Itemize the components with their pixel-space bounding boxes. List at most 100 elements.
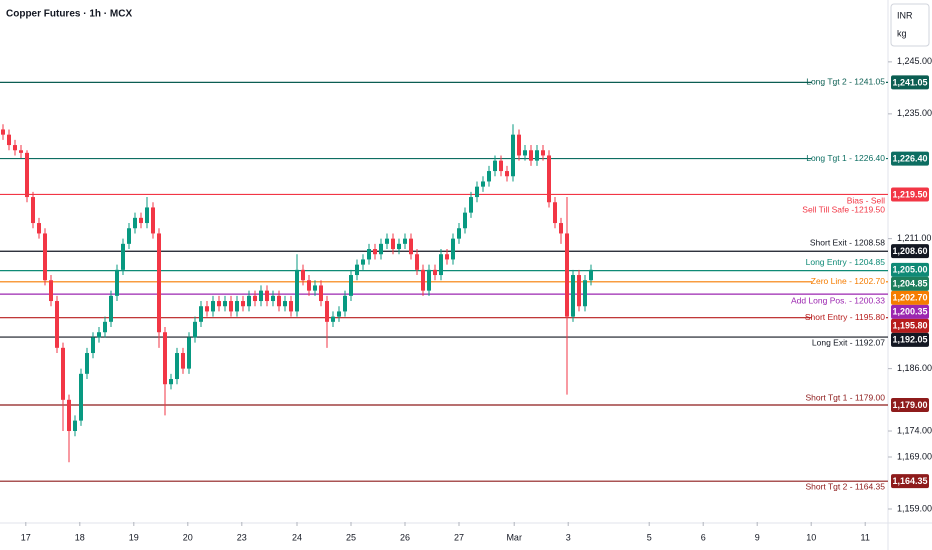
candle-body <box>181 353 185 369</box>
candle-body <box>187 337 191 369</box>
candle-body <box>553 202 557 224</box>
candle-body <box>229 301 233 312</box>
x-tick-label: 20 <box>183 532 193 542</box>
candle-body <box>541 150 545 156</box>
level-sublabel: Sell Till Safe -1219.50 <box>802 205 885 215</box>
candle-body <box>265 290 269 302</box>
x-tick-label: Mar <box>506 532 522 542</box>
candle-body <box>337 311 341 317</box>
level-label: Short Tgt 2 - 1164.35 <box>805 481 885 491</box>
x-tick-label: 27 <box>454 532 464 542</box>
unit: kg <box>897 28 907 38</box>
candle-body <box>289 301 293 312</box>
price-tag <box>891 474 929 489</box>
candle-body <box>271 295 275 302</box>
candle-body <box>403 238 407 244</box>
candle-body <box>517 134 521 156</box>
candle-body <box>73 420 77 432</box>
candle-body <box>19 150 23 153</box>
y-tick-label: 1,174.00 <box>897 425 932 435</box>
candle-body <box>37 223 41 234</box>
y-tick-label: 1,245.00 <box>897 56 932 66</box>
level-label-bg <box>812 276 886 287</box>
candle-body <box>241 301 245 307</box>
level-label: Short Exit - 1208.58 <box>810 237 885 247</box>
candle-body <box>475 186 479 198</box>
candle-body <box>547 155 551 203</box>
price-tag <box>891 75 929 90</box>
price-tag <box>891 244 929 259</box>
candle-body <box>529 150 533 161</box>
y-tick-label: 1,159.00 <box>897 503 932 513</box>
price-tag <box>891 398 929 413</box>
candle-body <box>193 321 197 338</box>
candle-body <box>25 152 29 198</box>
candle-body <box>283 301 287 307</box>
y-tick-label: 1,211.00 <box>897 233 931 243</box>
price-tag-label: 1,195.80 <box>892 321 927 331</box>
price-tag-label: 1,164.35 <box>892 476 927 486</box>
x-tick-label: 6 <box>701 532 706 542</box>
candle-body <box>67 399 71 432</box>
price-tag <box>891 151 929 166</box>
candle-body <box>409 238 413 255</box>
candle-body <box>457 228 461 239</box>
candle-body <box>103 321 107 333</box>
candle-body <box>115 269 119 296</box>
candle-body <box>487 171 491 182</box>
candle-body <box>301 269 305 281</box>
y-tick-label: 1,169.00 <box>897 451 932 461</box>
x-tick-label: 26 <box>400 532 410 542</box>
candle-body <box>7 134 11 146</box>
y-tick-label: 1,235.00 <box>897 108 932 118</box>
candle-body <box>445 254 449 260</box>
level-label: Bias - Sell <box>847 196 885 206</box>
candle-body <box>355 264 359 276</box>
price-tag <box>891 290 929 305</box>
x-tick-label: 11 <box>861 532 870 542</box>
level-label: Zero Line - 1202.70 <box>811 276 885 286</box>
unit-box[interactable] <box>890 3 930 47</box>
candle-body <box>133 217 137 229</box>
price-tag-label: 1,202.70 <box>892 293 927 303</box>
candle-body <box>85 353 89 374</box>
candle-body <box>331 316 335 322</box>
candle-body <box>379 243 383 255</box>
candle-body <box>511 134 515 177</box>
candle-body <box>1 129 5 135</box>
candle-body <box>145 207 149 224</box>
price-tag-label: 1,208.60 <box>892 246 927 256</box>
candle-body <box>415 254 419 270</box>
candle-body <box>343 295 347 312</box>
candle-body <box>349 275 353 296</box>
level-label: Long Exit - 1192.07 <box>812 337 885 347</box>
candle-body <box>463 212 467 229</box>
price-tag <box>891 187 929 202</box>
level-label: Short Tgt 1 - 1179.00 <box>805 392 885 402</box>
price-tag-label: 1,241.05 <box>892 77 927 87</box>
candle-body <box>451 238 455 260</box>
candle-body <box>577 275 581 307</box>
price-tag <box>891 304 929 319</box>
candle-body <box>127 228 131 244</box>
candle-body <box>175 353 179 380</box>
price-tag <box>891 318 929 333</box>
candle-body <box>313 285 317 291</box>
candle-body <box>109 295 113 322</box>
x-tick-label: 9 <box>755 532 760 542</box>
candle-body <box>91 337 95 354</box>
candle-body <box>97 332 101 338</box>
candle-body <box>583 280 587 307</box>
candle-body <box>199 306 203 322</box>
candle-body <box>253 295 257 302</box>
y-tick-label: 1,186.00 <box>897 363 932 373</box>
candle-body <box>427 269 431 291</box>
candle-body <box>55 301 59 348</box>
price-tag <box>891 332 929 347</box>
candle-body <box>385 238 389 244</box>
candle-body <box>439 254 443 276</box>
candle-body <box>565 233 569 317</box>
x-tick-label: 19 <box>129 532 139 542</box>
price-tag-label: 1,200.35 <box>892 307 927 317</box>
